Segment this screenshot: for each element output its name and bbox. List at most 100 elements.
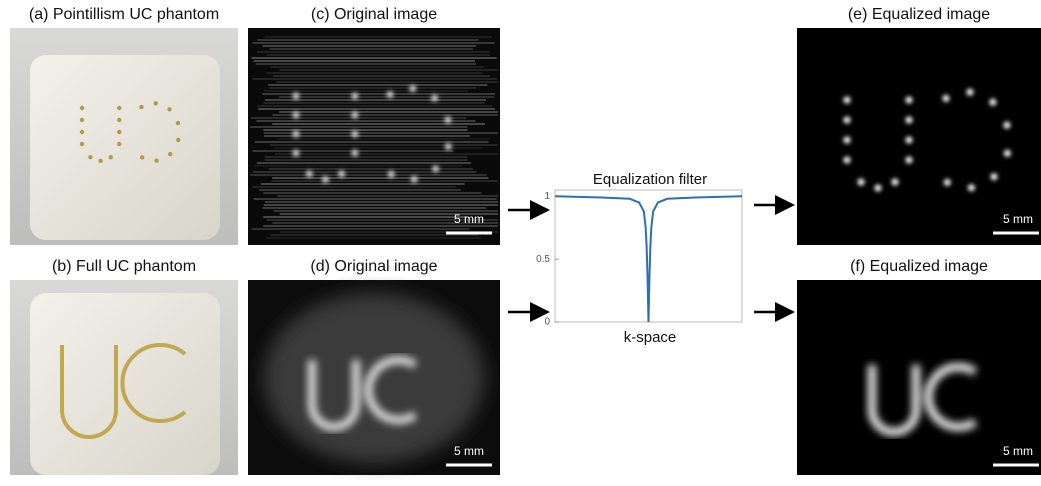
dot: [431, 95, 438, 102]
noise-stripe: [250, 126, 467, 128]
noise-stripe: [269, 168, 473, 170]
y-tick-label: 0: [544, 317, 550, 328]
filter-chart: Equalization filter k-space 00.51: [536, 171, 742, 346]
noise-stripe: [252, 78, 496, 80]
noise-stripe: [258, 108, 495, 110]
noise-stripe: [265, 36, 492, 38]
dot: [117, 130, 121, 134]
dot: [1004, 150, 1011, 157]
dot: [892, 179, 899, 186]
noise-stripe: [252, 42, 494, 44]
dot: [444, 116, 451, 123]
dot: [906, 97, 913, 104]
noise-stripe: [280, 69, 498, 71]
noise-stripe: [257, 162, 471, 164]
dot: [844, 137, 851, 144]
dot: [176, 121, 180, 125]
dot: [117, 118, 121, 122]
noise-stripe: [265, 159, 468, 161]
noise-stripe: [270, 87, 477, 89]
dot: [990, 173, 997, 180]
noise-stripe: [259, 189, 460, 191]
dot: [388, 171, 395, 178]
dot: [98, 159, 102, 163]
noise-stripe: [262, 45, 476, 47]
noise-stripe: [264, 90, 468, 92]
scale-bar-label: 5 mm: [1003, 212, 1033, 226]
dot: [338, 170, 345, 177]
dot: [906, 137, 913, 144]
dot: [80, 142, 84, 146]
panel-label: (e) Equalized image: [848, 6, 990, 23]
noise-stripe: [272, 123, 485, 125]
dot: [306, 170, 313, 177]
dot: [944, 179, 951, 186]
dot: [154, 101, 158, 105]
dot: [351, 150, 358, 157]
dot: [139, 105, 143, 109]
noise-stripe: [252, 186, 455, 188]
dot: [109, 155, 113, 159]
dot: [293, 112, 300, 119]
dot: [140, 155, 144, 159]
dot: [322, 176, 329, 183]
dot: [387, 91, 394, 98]
noise-stripe: [277, 195, 498, 197]
noise-stripe: [261, 183, 465, 185]
noise-stripe: [270, 66, 483, 68]
noise-stripe: [263, 216, 467, 218]
noise-stripe: [257, 51, 489, 53]
dot: [167, 107, 171, 111]
noise-stripe: [252, 228, 470, 230]
noise-stripe: [265, 201, 498, 203]
noise-stripe: [257, 39, 478, 41]
dot: [906, 117, 913, 124]
dot: [906, 157, 913, 164]
noise-stripe: [262, 207, 486, 209]
dot: [154, 158, 158, 162]
dot: [875, 185, 882, 192]
noise-stripe: [256, 120, 475, 122]
dot: [351, 93, 358, 100]
dot: [411, 176, 418, 183]
dot: [844, 97, 851, 104]
noise-stripe: [267, 54, 490, 56]
panel-label: (f) Equalized image: [850, 258, 988, 275]
dot: [117, 142, 121, 146]
noise-stripe: [270, 144, 498, 146]
noise-stripe: [254, 60, 475, 62]
noise-stripe: [256, 63, 476, 65]
noise-stripe: [250, 174, 486, 176]
panel-label: (b) Full UC phantom: [52, 258, 196, 275]
dot: [858, 179, 865, 186]
noise-stripe: [263, 192, 481, 194]
dot: [88, 155, 92, 159]
dot: [445, 143, 452, 150]
dot: [432, 165, 439, 172]
chart-title: Equalization filter: [593, 171, 707, 188]
noise-stripe: [277, 138, 490, 140]
noise-stripe: [254, 165, 462, 167]
panel-label: (a) Pointillism UC phantom: [29, 6, 219, 23]
dot: [351, 131, 358, 138]
noise-stripe: [275, 147, 483, 149]
noise-stripe: [264, 204, 498, 206]
noise-stripe: [277, 81, 498, 83]
dot: [1003, 122, 1010, 129]
noise-stripe: [272, 114, 498, 116]
noise-stripe: [255, 141, 489, 143]
noise-stripe: [275, 153, 498, 155]
noise-stripe: [252, 57, 497, 59]
dot: [168, 152, 172, 156]
dot: [844, 117, 851, 124]
noise-stripe: [257, 105, 493, 107]
dot: [351, 112, 358, 119]
photo-b: [10, 280, 238, 475]
dot: [293, 150, 300, 157]
dot: [989, 99, 996, 106]
noise-stripe: [266, 72, 482, 74]
noise-stripe: [253, 171, 476, 173]
panel-label: (c) Original image: [311, 6, 437, 23]
noise-stripe: [265, 99, 486, 101]
panel-label: (d) Original image: [310, 258, 437, 275]
